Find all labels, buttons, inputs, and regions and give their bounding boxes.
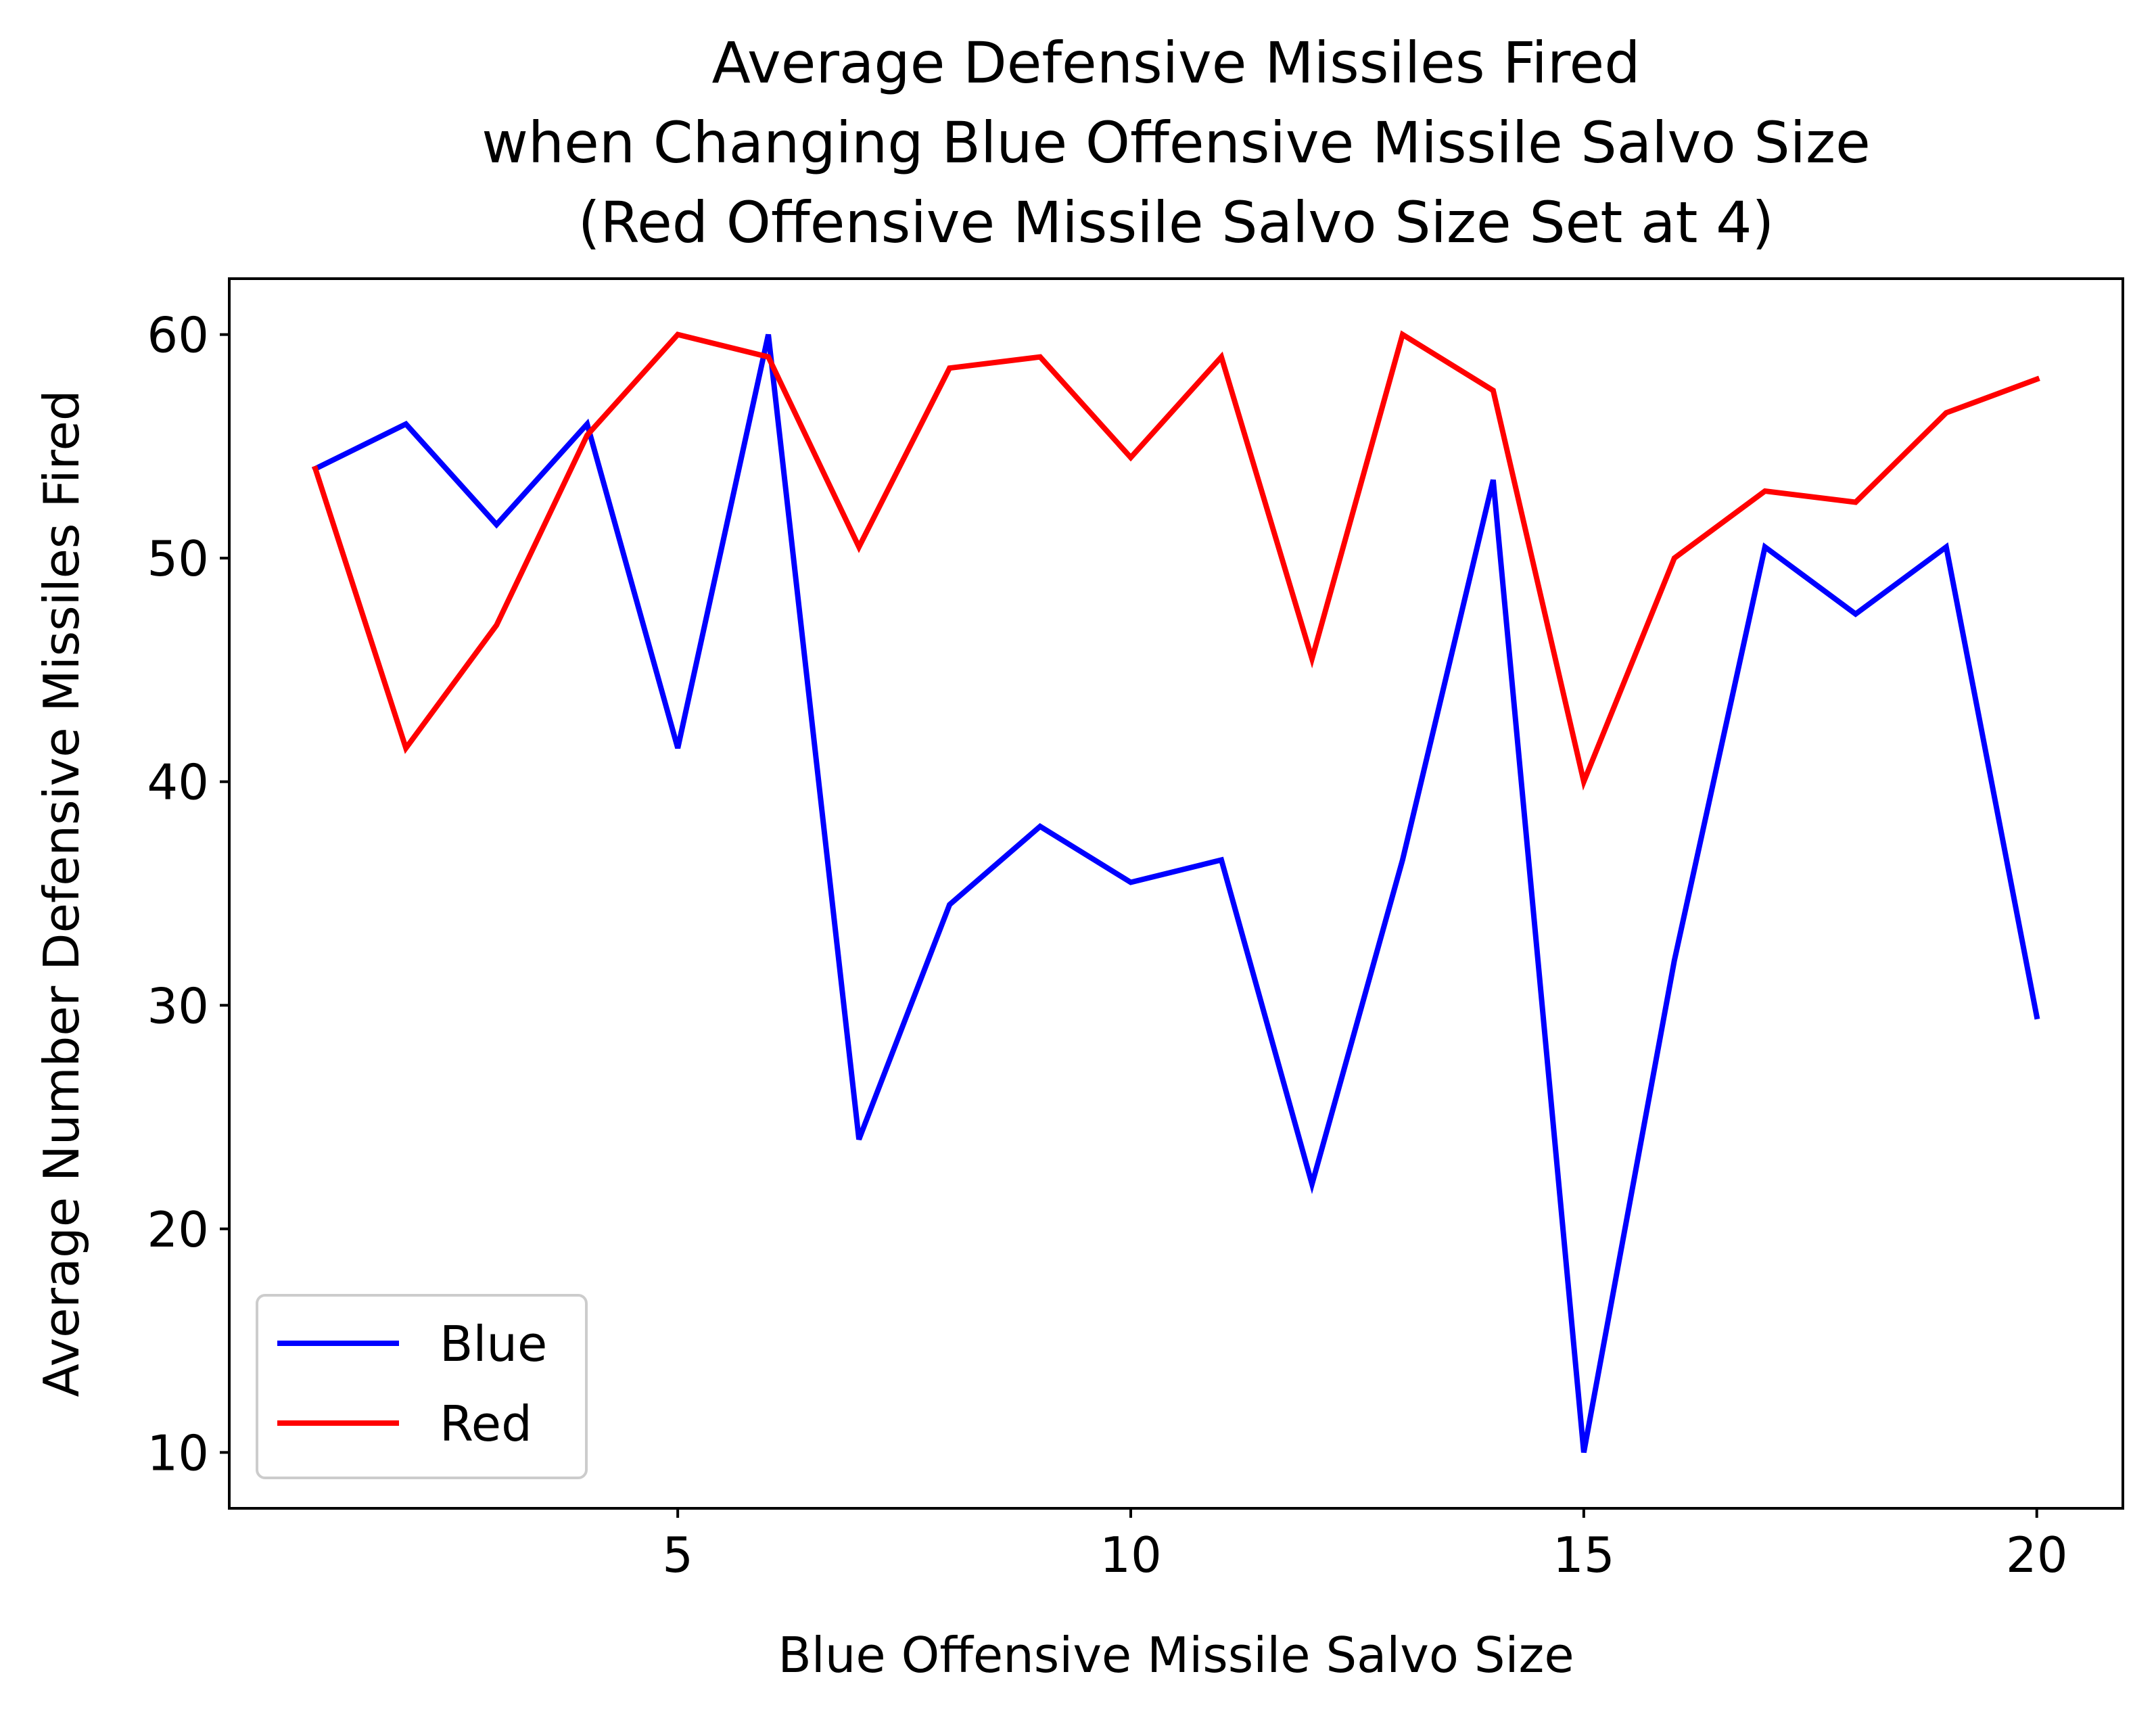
legend-label-blue: Blue	[440, 1316, 547, 1372]
y-tick-label: 50	[147, 530, 209, 587]
chart-title-line-3: (Red Offensive Missile Salvo Size Set at…	[578, 189, 1775, 256]
chart-title-line-1: Average Defensive Missiles Fired	[711, 30, 1640, 96]
y-tick-label: 60	[147, 307, 209, 364]
x-axis-label: Blue Offensive Missile Salvo Size	[778, 1627, 1574, 1684]
chart-title-line-2: when Changing Blue Offensive Missile Sal…	[482, 110, 1871, 176]
y-tick-label: 30	[147, 977, 209, 1034]
legend: Blue Red	[257, 1295, 586, 1478]
x-tick-label: 10	[1100, 1527, 1162, 1583]
y-tick-label: 10	[147, 1424, 209, 1481]
x-tick-label: 20	[2006, 1527, 2068, 1583]
legend-label-red: Red	[440, 1395, 532, 1452]
y-tick-label: 20	[147, 1201, 209, 1258]
x-tick-label: 5	[662, 1527, 693, 1583]
y-tick-label: 40	[147, 754, 209, 811]
x-tick-label: 15	[1553, 1527, 1615, 1583]
y-axis-label: Average Number Defensive Missiles Fired	[33, 390, 90, 1397]
